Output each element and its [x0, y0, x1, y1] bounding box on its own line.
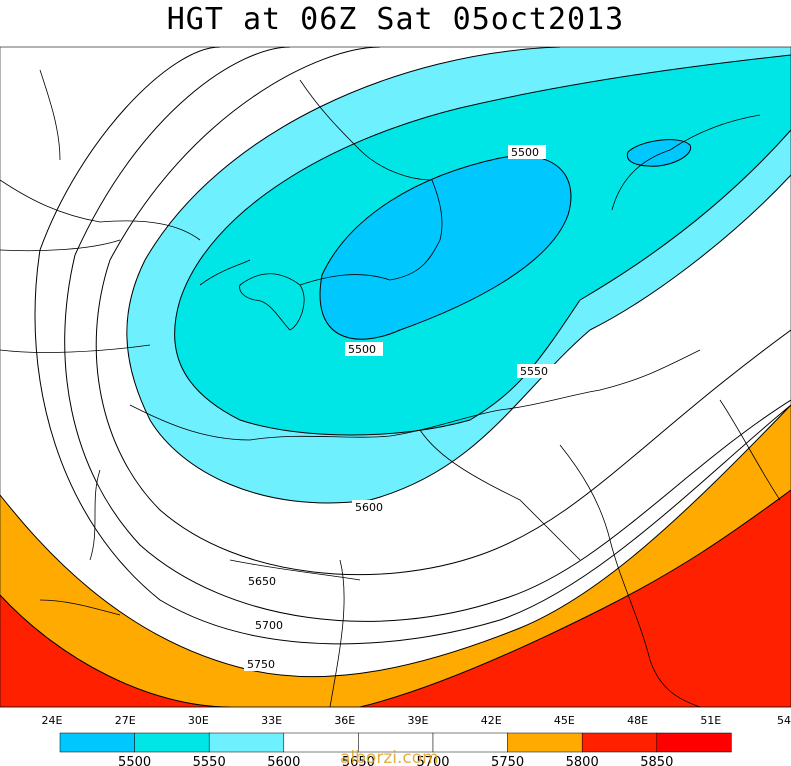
legend-color-box [581, 732, 658, 753]
chart-title: HGT at 06Z Sat 05oct2013 [166, 2, 625, 37]
lon-tick-label: 45E [554, 714, 575, 727]
contour-lines [0, 47, 791, 707]
lon-tick-label: 39E [408, 714, 429, 727]
filled-contours [0, 47, 791, 707]
legend-label: 5750 [491, 755, 524, 766]
lon-tick-label: 33E [261, 714, 282, 727]
contour-label-5500-north: 5500 [511, 146, 539, 159]
legend-color-box [208, 732, 285, 753]
legend-color-box [507, 732, 583, 753]
lon-tick-label: 54 [777, 714, 791, 727]
legend-label: 5550 [193, 755, 226, 766]
lon-tick-label: 24E [42, 714, 63, 727]
contour-label-5700: 5700 [255, 619, 283, 632]
legend-label: 5650 [342, 755, 375, 766]
band-5500-east [627, 139, 691, 167]
legend-label: 5500 [118, 755, 151, 766]
contour-label-5500-south: 5500 [348, 343, 376, 356]
contour-label-5650: 5650 [248, 575, 276, 588]
contour-label-5750: 5750 [247, 658, 275, 671]
lon-tick-label: 42E [481, 714, 502, 727]
legend-label: 5700 [416, 755, 449, 766]
contour-label-5550: 5550 [520, 365, 548, 378]
lon-tick-label: 30E [188, 714, 209, 727]
lon-tick-label: 48E [627, 714, 648, 727]
legend-label: 5800 [566, 755, 599, 766]
contour-label-5600: 5600 [355, 501, 383, 514]
graticule [0, 46, 791, 708]
lon-tick-label: 51E [700, 714, 721, 727]
legend-color-box [59, 732, 135, 753]
lon-tick-label: 36E [334, 714, 355, 727]
legend-color-box [432, 732, 508, 753]
colorbar-legend: 5500 5550 5600 5650 5700 5750 5800 5850 [59, 732, 732, 766]
watermark: alborzi.com [340, 748, 439, 766]
lon-tick-labels: 24E 27E 30E 33E 36E 39E 42E 45E 48E 51E 54 [42, 714, 791, 727]
legend-color-box [134, 732, 210, 753]
legend-label: 5850 [640, 755, 673, 766]
legend-color-box [656, 732, 732, 753]
band-5850 [0, 490, 791, 707]
coastlines-borders [0, 69, 781, 707]
band-5500 [320, 155, 571, 340]
contour-label-group: 5500 5500 5550 5600 5650 5700 5750 [244, 145, 555, 671]
lon-tick-label: 27E [115, 714, 136, 727]
legend-label: 5600 [267, 755, 300, 766]
